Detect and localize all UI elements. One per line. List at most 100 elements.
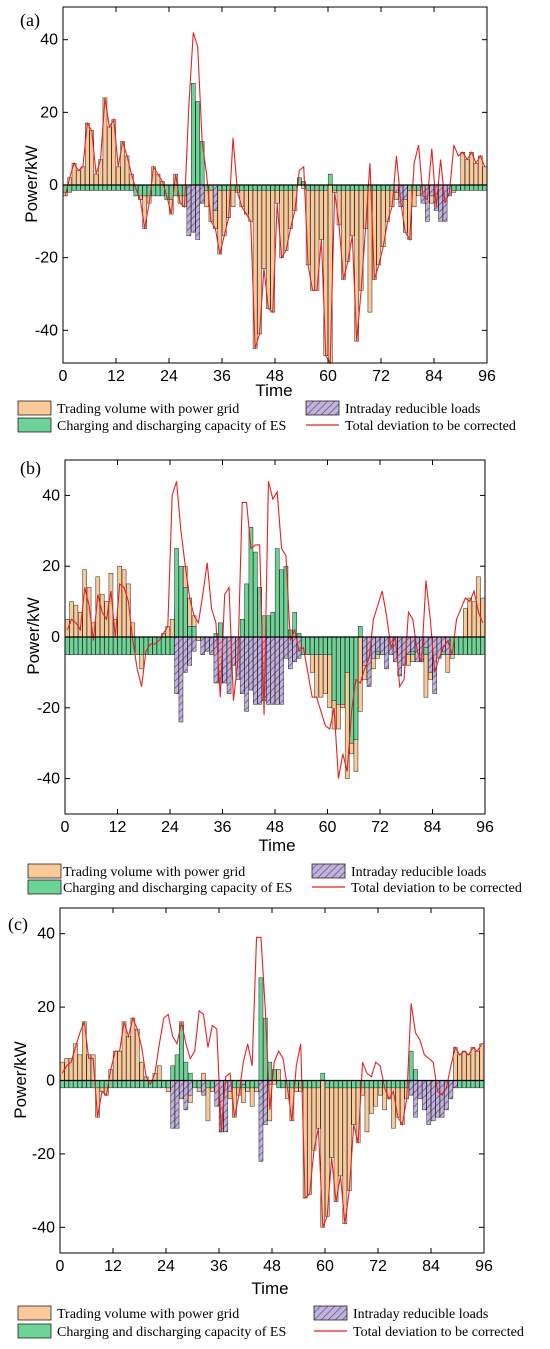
x-tick-label: 12: [104, 1258, 122, 1275]
bar-es-capacity: [292, 184, 298, 191]
bar-reducible-load: [214, 1080, 220, 1107]
bar-grid-trading: [130, 1017, 136, 1081]
bar-es-capacity: [165, 636, 171, 655]
bar-es-capacity: [130, 1080, 136, 1089]
panel-label: (c): [8, 914, 28, 935]
bar-reducible-load: [191, 636, 197, 652]
bar-es-capacity: [324, 1080, 330, 1089]
bar-reducible-load: [296, 636, 302, 659]
bar-grid-trading: [480, 597, 486, 638]
x-tick-label: 84: [422, 1258, 440, 1275]
bar-reducible-load: [384, 636, 389, 670]
bar-es-capacity: [152, 1080, 158, 1089]
bar-grid-trading: [99, 594, 105, 638]
bar-grid-trading: [121, 569, 127, 638]
bar-reducible-load: [444, 1080, 449, 1111]
bar-grid-trading: [80, 166, 86, 186]
bar-es-capacity: [372, 184, 377, 191]
bar-es-capacity: [252, 184, 258, 191]
bar-grid-trading: [93, 173, 99, 186]
bar-es-capacity: [385, 184, 390, 191]
bar-es-capacity: [86, 636, 92, 655]
bar-grid-trading: [252, 184, 258, 349]
bar-es-capacity: [82, 1080, 87, 1089]
bar-es-capacity: [248, 184, 253, 191]
bar-reducible-load: [362, 636, 367, 666]
bar-reducible-load: [422, 1080, 427, 1111]
series-line-deviation: [61, 936, 483, 1228]
bar-es-capacity: [470, 1080, 476, 1089]
bar-reducible-load: [403, 184, 408, 200]
bar-es-capacity: [475, 1080, 480, 1089]
bar-es-capacity: [68, 1080, 74, 1089]
bar-es-capacity: [99, 636, 105, 655]
plot-area: 0 12 24 36 48 60 72 84 96 -40 -20 0 20 40: [37, 459, 494, 836]
bar-es-capacity: [266, 615, 271, 638]
bar-es-capacity: [80, 184, 86, 191]
legend: Trading volume with power grid Intraday …: [27, 863, 522, 896]
legend-label-grid: Trading volume with power grid: [63, 865, 245, 880]
bar-es-capacity: [270, 611, 276, 638]
bar-es-capacity: [121, 636, 127, 655]
bar-grid-trading: [457, 1054, 462, 1081]
x-tick-label: 96: [475, 1258, 493, 1275]
bar-es-capacity: [400, 1080, 405, 1089]
bar-reducible-load: [178, 636, 184, 723]
legend: Trading volume with power grid Intraday …: [17, 400, 516, 434]
x-tick-label: 24: [161, 819, 179, 836]
x-tick-label: 48: [266, 368, 284, 385]
panel-c: (c) Power/kW Time 0 12 24 36 48 60 72 84 96 -40 -2…: [8, 907, 524, 1340]
bar-es-capacity: [344, 636, 350, 673]
bar-es-capacity: [192, 1080, 197, 1089]
y-tick-label: -40: [32, 1219, 55, 1236]
bar-es-capacity: [191, 83, 196, 186]
bar-grid-trading: [76, 170, 81, 186]
x-tick-label: 60: [319, 819, 337, 836]
bar-grid-trading: [479, 1043, 485, 1081]
bar-es-capacity: [340, 636, 346, 705]
bar-es-capacity: [82, 636, 87, 655]
x-tick-label: 84: [424, 819, 442, 836]
bar-es-capacity: [161, 636, 166, 655]
bar-es-capacity: [98, 184, 103, 191]
bar-es-capacity: [152, 636, 157, 655]
bar-grid-trading: [338, 1080, 343, 1177]
x-tick-label: 0: [61, 819, 70, 836]
bar-reducible-load: [423, 636, 429, 648]
bar-reducible-load: [379, 636, 385, 655]
x-tick-label: 36: [214, 819, 232, 836]
bar-es-capacity: [217, 184, 223, 191]
bar-es-capacity: [451, 184, 457, 191]
legend-swatch-grid: [27, 863, 62, 879]
bar-es-capacity: [78, 636, 83, 655]
bar-es-capacity: [95, 1080, 100, 1089]
bar-es-capacity: [71, 184, 77, 191]
x-tick-label: 72: [371, 819, 389, 836]
bar-es-capacity: [261, 184, 267, 191]
y-tick-label: 20: [42, 558, 60, 575]
bar-es-capacity: [476, 636, 481, 655]
bar-es-capacity: [457, 1080, 462, 1089]
bar-reducible-load: [201, 1080, 206, 1096]
bar-es-capacity: [112, 1080, 118, 1089]
bar-es-capacity: [102, 184, 108, 191]
bar-es-capacity: [395, 1080, 401, 1089]
bar-grid-trading: [64, 619, 70, 638]
bar-reducible-load: [195, 184, 200, 240]
bar-es-capacity: [183, 587, 188, 638]
legend-label-grid: Trading volume with power grid: [57, 1307, 239, 1322]
bar-grid-trading: [261, 184, 267, 269]
x-tick-label: 24: [157, 1258, 175, 1275]
x-tick-label: 72: [372, 368, 390, 385]
bar-grid-trading: [319, 184, 324, 240]
x-axis-title: Time: [251, 1279, 288, 1298]
bar-es-capacity: [113, 636, 118, 655]
bar-es-capacity: [139, 636, 144, 655]
bar-es-capacity: [480, 636, 486, 655]
bar-es-capacity: [363, 184, 368, 191]
bar-es-capacity: [67, 184, 72, 193]
bar-reducible-load: [283, 636, 289, 659]
bar-reducible-load: [288, 636, 293, 670]
bar-reducible-load: [244, 636, 249, 712]
legend-label-es: Charging and discharging capacity of ES: [63, 881, 292, 896]
